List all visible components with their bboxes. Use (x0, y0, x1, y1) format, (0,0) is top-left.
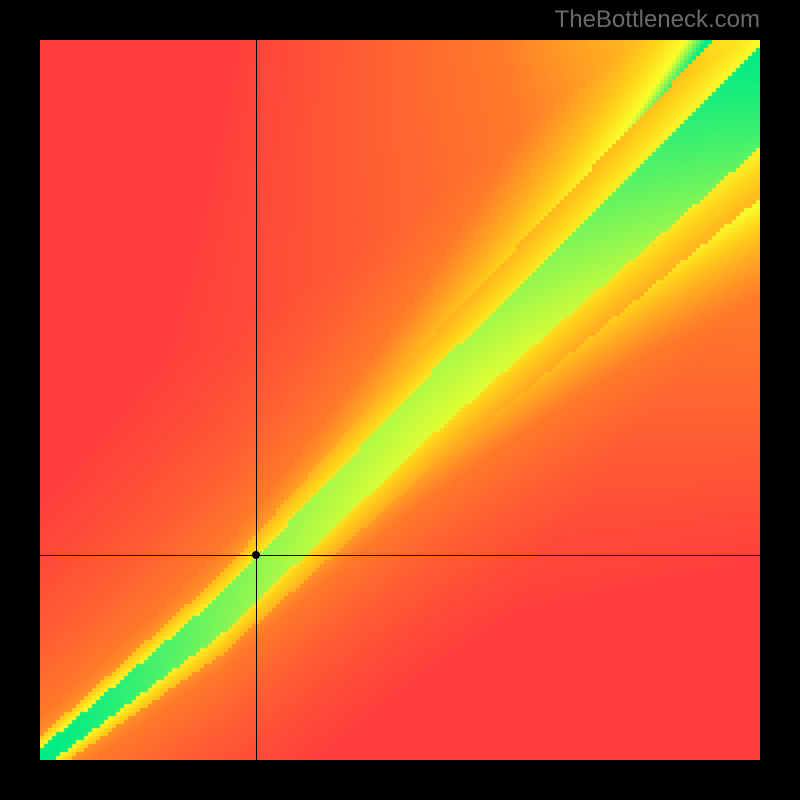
crosshair-vertical (256, 40, 257, 760)
heatmap-canvas (40, 40, 760, 760)
data-point-marker (252, 551, 260, 559)
crosshair-horizontal (40, 555, 760, 556)
watermark-text: TheBottleneck.com (555, 6, 760, 34)
bottleneck-heatmap (40, 40, 760, 760)
